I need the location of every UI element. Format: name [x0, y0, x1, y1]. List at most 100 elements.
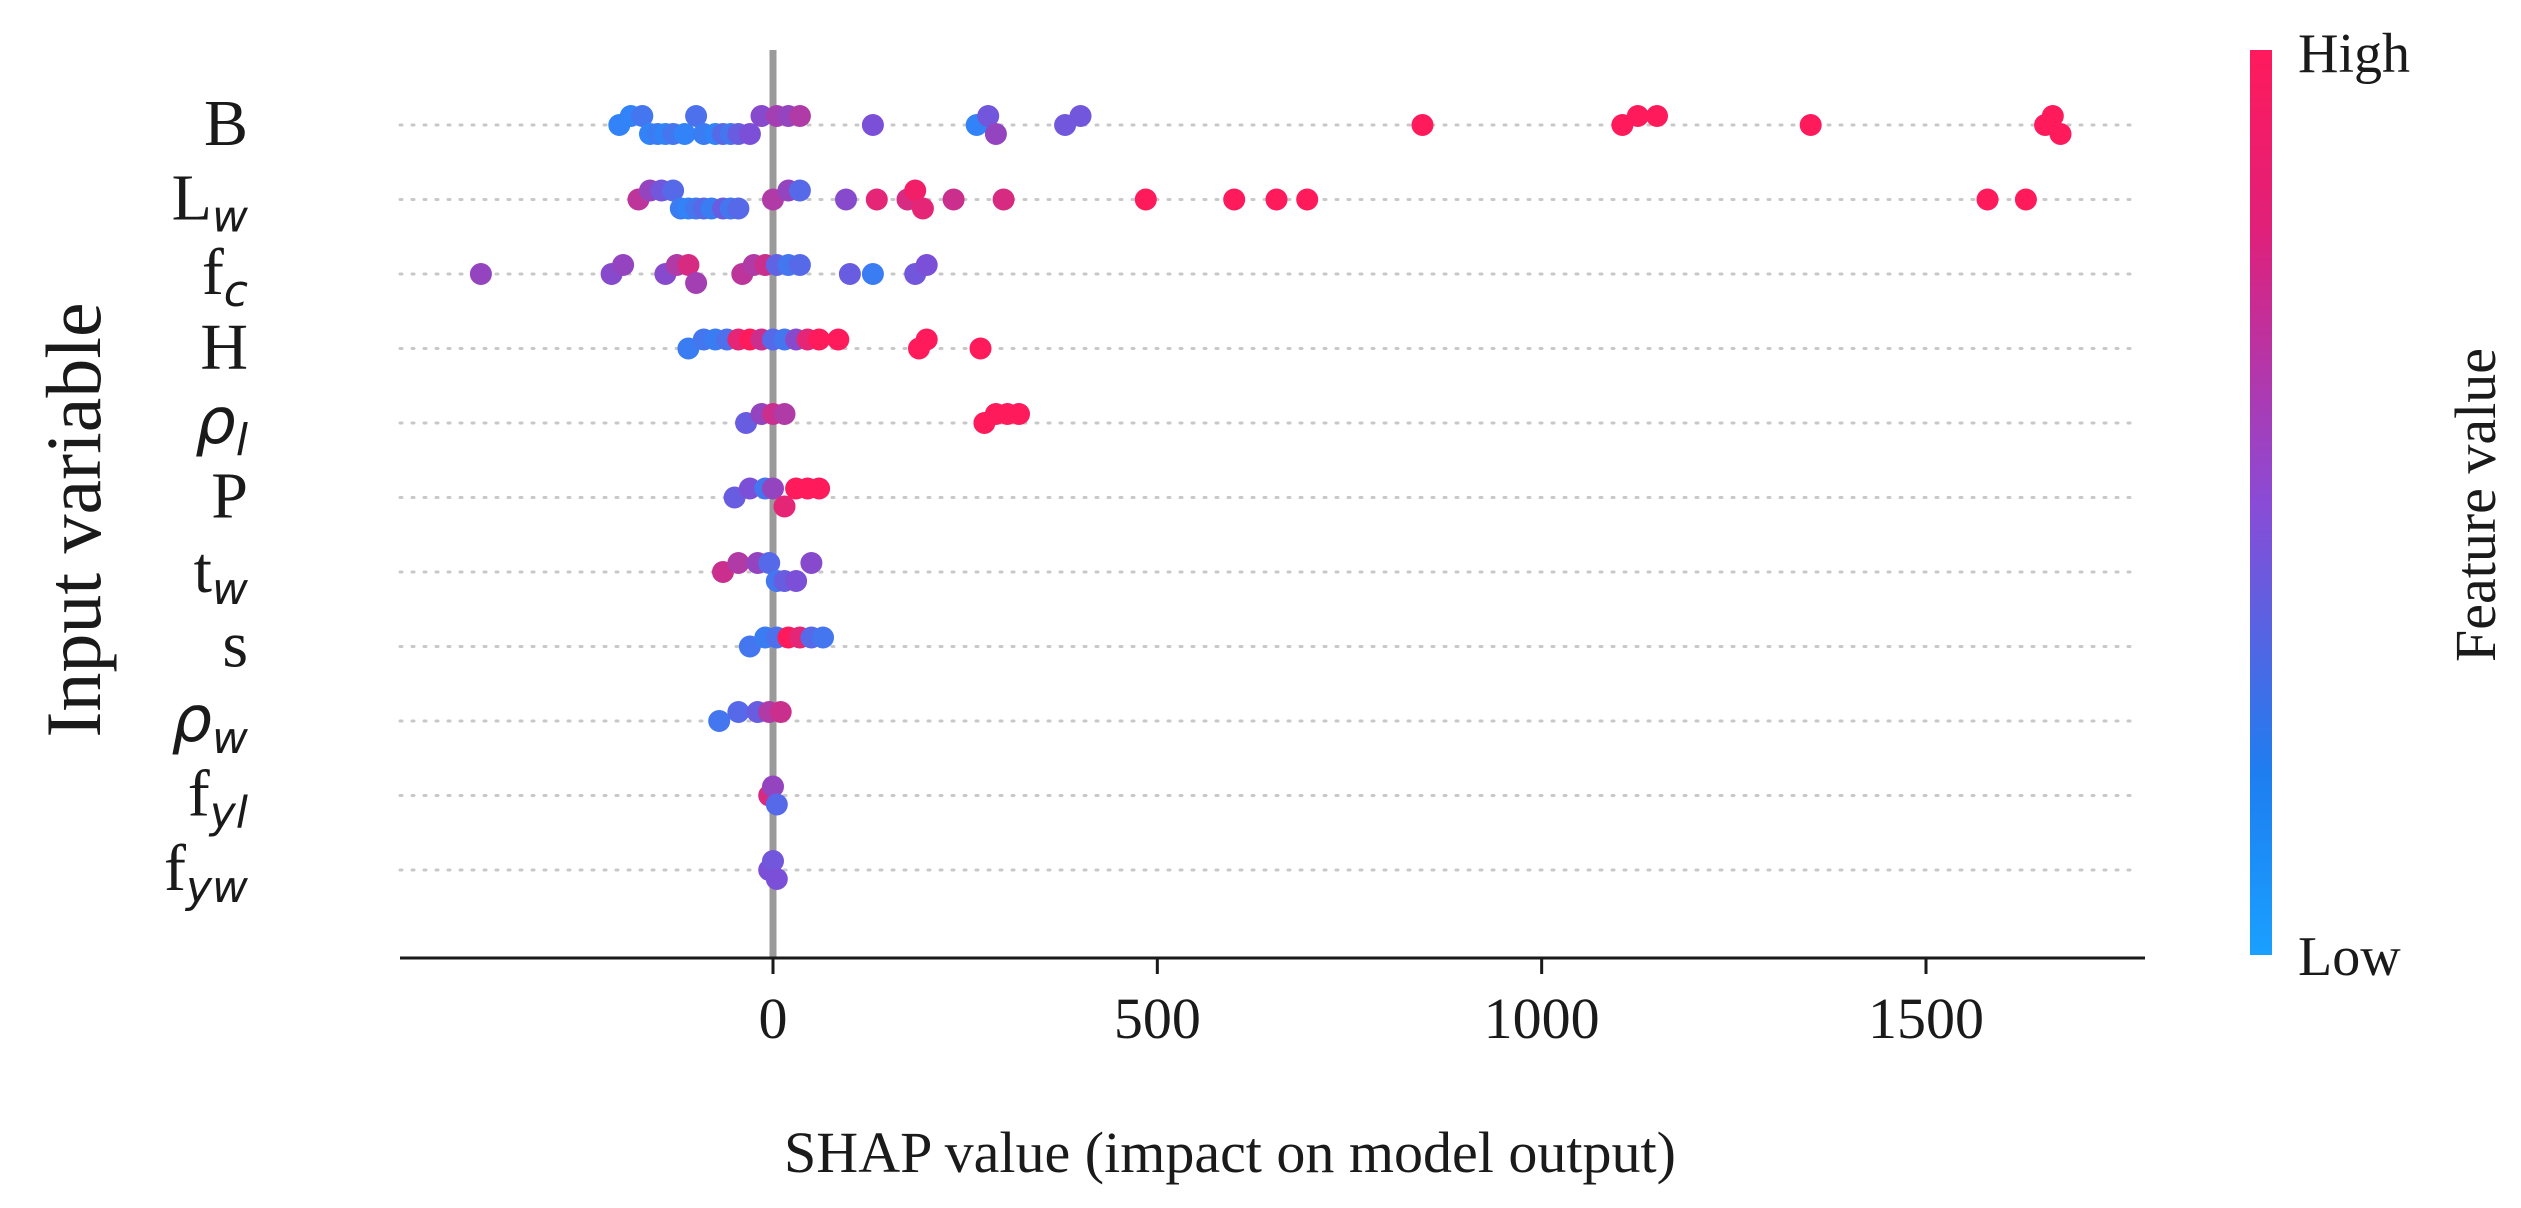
point-fyw-1 — [762, 850, 784, 872]
x-tick-label-0: 0 — [759, 986, 788, 1051]
point-fc-14 — [861, 263, 884, 285]
feature-label-base: t — [194, 534, 212, 607]
row-gridlines — [398, 123, 2142, 872]
point-Lw-21 — [992, 188, 1015, 211]
point-rhow-0 — [708, 710, 731, 732]
point-Lw-23 — [1223, 188, 1246, 211]
point-Lw-15 — [835, 188, 857, 211]
feature-label-P: P — [211, 460, 248, 533]
feature-label-subscript: w — [212, 713, 249, 764]
x-tick-label-1500: 1500 — [1868, 986, 1984, 1051]
point-tw-3 — [758, 552, 781, 574]
point-Lw-16 — [865, 188, 888, 211]
point-fc-2 — [612, 254, 635, 276]
point-B-19 — [861, 114, 884, 136]
point-B-27 — [1626, 105, 1649, 127]
feature-label-rhow: ρw — [171, 683, 249, 764]
colorbar-title: Feature value — [2443, 348, 2508, 662]
feature-label-base: ρ — [195, 385, 236, 459]
point-fyw-2 — [765, 868, 788, 890]
feature-label-tw: tw — [194, 534, 249, 615]
feature-label-subscript: yw — [184, 862, 249, 913]
feature-label-fyw: fyw — [164, 832, 249, 913]
point-s-6 — [812, 626, 834, 649]
point-B-15 — [750, 105, 773, 127]
feature-label-base: f — [188, 758, 210, 831]
feature-label-fc: fc — [202, 236, 248, 317]
colorbar-low-label: Low — [2298, 926, 2401, 988]
feature-label-subscript: c — [224, 266, 248, 317]
shap-points — [469, 105, 2072, 890]
feature-label-base: s — [222, 609, 248, 682]
x-tick-label-500: 500 — [1114, 986, 1201, 1051]
point-tw-1 — [727, 552, 750, 574]
feature-label-subscript: w — [212, 564, 249, 615]
point-Lw-27 — [2014, 188, 2037, 211]
feature-label-base: f — [202, 236, 224, 309]
feature-label-subscript: l — [236, 415, 249, 466]
point-B-7 — [673, 123, 696, 145]
point-H-11 — [808, 328, 831, 351]
point-B-18 — [788, 105, 811, 127]
point-H-14 — [915, 328, 938, 351]
point-B-2 — [631, 105, 654, 127]
point-Lw-19 — [911, 197, 934, 220]
y-axis-label: Input variable — [30, 302, 117, 737]
point-rhow-4 — [769, 701, 792, 723]
point-B-8 — [685, 105, 708, 127]
colorbar — [2250, 50, 2272, 955]
feature-label-subscript: w — [212, 192, 249, 243]
point-B-32 — [2049, 123, 2072, 145]
feature-label-base: f — [164, 832, 186, 905]
feature-label-base: P — [211, 460, 248, 533]
point-Lw-18 — [904, 179, 927, 202]
feature-label-H: H — [200, 311, 248, 384]
point-Lw-22 — [1134, 188, 1157, 211]
feature-label-B: B — [204, 87, 248, 160]
feature-label-base: L — [172, 162, 212, 235]
point-Lw-3 — [662, 179, 685, 202]
point-fc-13 — [838, 263, 861, 285]
point-Lw-25 — [1296, 188, 1319, 211]
point-B-28 — [1646, 105, 1668, 127]
colorbar-high-label: High — [2298, 23, 2410, 85]
point-Lw-26 — [1976, 188, 1999, 211]
point-B-14 — [738, 123, 761, 145]
feature-label-base: B — [204, 87, 248, 160]
point-P-3 — [762, 477, 784, 500]
x-tick-label-1000: 1000 — [1484, 986, 1600, 1051]
feature-label-Lw: Lw — [172, 162, 249, 243]
point-fc-0 — [469, 263, 492, 285]
point-H-12 — [827, 328, 850, 351]
feature-label-subscript: yl — [208, 788, 249, 839]
x-axis-label: SHAP value (impact on model output) — [784, 1120, 1676, 1185]
point-fc-5 — [677, 254, 700, 276]
point-fc-16 — [915, 254, 938, 276]
point-B-24 — [1069, 105, 1092, 127]
point-Lw-11 — [727, 197, 750, 220]
point-tw-7 — [800, 552, 823, 574]
point-P-1 — [738, 477, 761, 500]
x-axis-ticks: 0 500 1000 1500 — [759, 958, 1984, 1051]
feature-label-base: H — [200, 311, 248, 384]
point-rhol-3 — [773, 403, 796, 425]
point-B-29 — [1799, 114, 1822, 136]
point-fyl-2 — [765, 793, 788, 816]
point-tw-6 — [785, 570, 808, 592]
point-Lw-20 — [942, 188, 965, 211]
point-Lw-24 — [1265, 188, 1288, 211]
point-H-15 — [969, 337, 992, 360]
feature-label-base: ρ — [171, 683, 212, 757]
point-Lw-14 — [788, 179, 811, 202]
point-rhol-7 — [1008, 403, 1030, 425]
point-rhow-1 — [727, 701, 750, 723]
feature-label-s: s — [222, 609, 248, 682]
point-fc-6 — [685, 272, 708, 294]
point-B-31 — [2041, 105, 2064, 127]
point-fc-12 — [788, 254, 811, 276]
point-P-7 — [808, 477, 831, 500]
point-fyl-1 — [762, 775, 784, 798]
point-B-25 — [1411, 114, 1434, 136]
